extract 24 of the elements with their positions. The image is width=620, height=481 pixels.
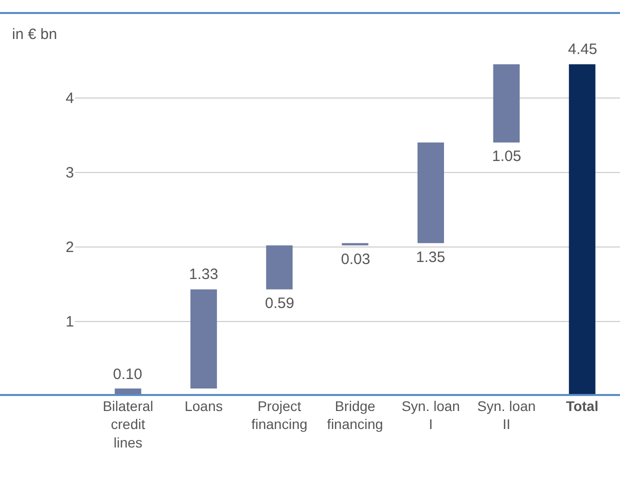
y-axis-title: in € bn [12,26,58,43]
data-label: 1.33 [189,266,218,283]
x-tick-label: Syn. loan II [477,398,536,432]
y-tick-label: 4 [66,90,74,107]
bar [418,142,444,244]
data-label: 0.59 [265,295,294,312]
x-tick-label: Syn. loan I [402,398,460,432]
x-tick-label: Project financing [251,398,308,432]
data-label: 0.03 [341,251,370,268]
data-label: 1.05 [492,148,522,165]
bar [266,245,293,290]
bar [190,289,217,389]
data-label: 1.35 [416,249,446,266]
y-tick-label: 2 [66,239,74,256]
x-tick-label: Bridge financing [327,398,384,432]
y-tick-label: 1 [66,314,74,331]
data-label: 4.45 [568,41,598,58]
data-label: 0.10 [113,366,142,383]
x-tick-label: Total [566,398,598,414]
bar [493,64,520,142]
x-tick-label: Loans [184,398,223,414]
y-tick-label: 3 [66,164,74,182]
bar [568,64,596,396]
x-tick-label: Bilateral credit lines [102,398,154,450]
